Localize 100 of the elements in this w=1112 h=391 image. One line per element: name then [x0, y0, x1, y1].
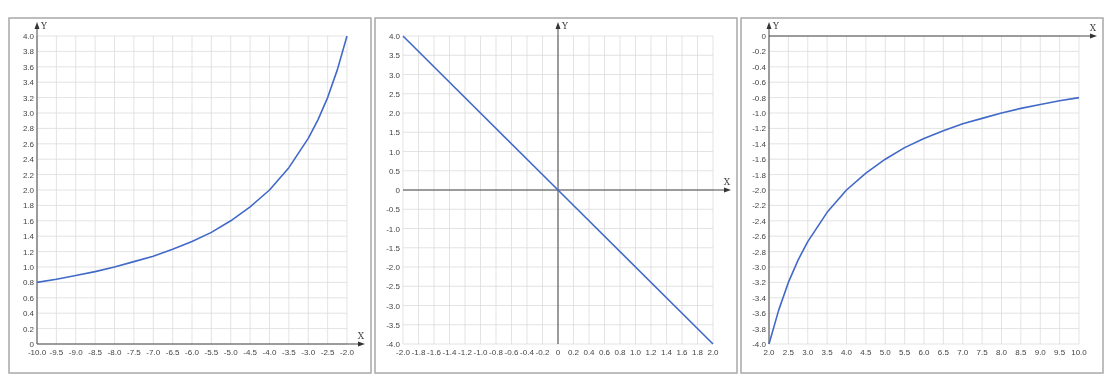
y-tick-label: 0: [761, 32, 767, 41]
y-tick-label: -0.2: [752, 47, 767, 57]
y-tick-label: -0.4: [752, 62, 767, 72]
x-tick-label: -5.5: [204, 348, 219, 357]
x-tick-label: -4.5: [243, 348, 258, 357]
y-tick-label: 0.8: [22, 278, 35, 288]
x-tick-label: 0.6: [598, 348, 611, 357]
y-tick-label: -1.5: [386, 243, 401, 253]
y-tick-label: 3.0: [22, 109, 35, 118]
y-tick-label: 2.6: [22, 139, 35, 149]
y-tick-label: 3.0: [388, 70, 401, 80]
x-tick-label: -10.0: [27, 348, 47, 357]
x-axis-title: X: [357, 331, 365, 341]
x-tick-label: -1.6: [427, 348, 442, 357]
y-tick-label: 1.4: [22, 232, 35, 242]
x-tick-label: -7.5: [126, 348, 142, 357]
x-tick-label: 2.0: [763, 348, 776, 357]
y-tick-label: 0: [395, 186, 401, 195]
x-tick-label: 2.5: [782, 348, 795, 357]
y-tick-label: 1.0: [22, 263, 35, 272]
x-tick-label: 4.5: [860, 348, 872, 357]
y-tick-label: -2.0: [752, 186, 767, 195]
x-tick-label: 8.5: [1015, 348, 1027, 357]
y-tick-label: 3.4: [22, 78, 35, 88]
y-tick-label: 0.5: [388, 166, 401, 176]
x-tick-label: 3.0: [802, 348, 814, 357]
y-axis-title: Y: [40, 21, 48, 31]
x-tick-label: -6.5: [165, 348, 181, 357]
y-tick-label: 3.5: [388, 51, 401, 61]
y-tick-label: 3.2: [22, 93, 35, 103]
y-tick-label: -4.0: [752, 340, 767, 349]
x-tick-label: -8.5: [88, 348, 103, 357]
y-tick-label: -3.4: [752, 293, 767, 303]
x-tick-label: -9.0: [68, 348, 84, 357]
y-tick-label: -1.6: [752, 155, 767, 165]
x-tick-label: -1.4: [442, 348, 457, 357]
x-tick-label: -1.2: [458, 348, 473, 357]
y-tick-label: 0: [29, 340, 35, 349]
y-tick-label: 1.2: [22, 247, 35, 257]
y-tick-label: 3.8: [22, 47, 35, 57]
x-tick-label: -3.5: [281, 348, 297, 357]
y-tick-label: 1.6: [22, 216, 35, 226]
x-tick-label: 1.6: [676, 348, 689, 357]
y-tick-label: -0.8: [752, 93, 767, 103]
y-tick-label: 2.0: [388, 109, 401, 118]
x-tick-label: 8.0: [995, 348, 1008, 357]
y-tick-label: 4.0: [388, 32, 401, 41]
x-tick-label: -4.0: [262, 348, 277, 357]
y-tick-label: -3.0: [752, 263, 767, 272]
y-tick-label: -2.5: [386, 282, 401, 292]
x-tick-label: -0.8: [489, 348, 504, 357]
x-tick-label: 9.0: [1034, 348, 1047, 357]
y-tick-label: 0.4: [22, 309, 35, 319]
y-tick-label: 4.0: [22, 32, 35, 41]
x-tick-label: -1.8: [411, 348, 426, 357]
y-tick-label: 2.2: [22, 170, 35, 180]
y-tick-label: -2.8: [752, 247, 767, 257]
x-tick-label: 1.8: [691, 348, 704, 357]
x-tick-label: 0.4: [583, 348, 596, 357]
y-tick-label: -1.0: [386, 224, 401, 234]
x-tick-label: 6.5: [937, 348, 950, 357]
y-tick-label: -1.4: [752, 139, 767, 149]
y-tick-label: 0.2: [22, 324, 35, 334]
y-tick-label: -3.5: [386, 320, 401, 330]
x-tick-label: 9.5: [1054, 348, 1066, 357]
y-tick-label: 1.0: [388, 147, 401, 157]
x-tick-label: 1.2: [645, 348, 658, 357]
y-tick-label: -2.4: [752, 216, 767, 226]
x-tick-label: -5.0: [223, 348, 239, 357]
y-tick-label: -2.2: [752, 201, 767, 211]
y-tick-label: -4.0: [386, 340, 401, 349]
x-tick-label: -0.2: [535, 348, 550, 357]
x-tick-label: -2.0: [340, 348, 355, 357]
x-tick-label: 0.2: [567, 348, 580, 357]
x-tick-label: 7.0: [957, 348, 969, 357]
y-tick-label: 2.4: [22, 155, 35, 165]
x-tick-label: 7.5: [976, 348, 989, 357]
y-tick-label: 1.5: [388, 128, 401, 138]
x-tick-label: -9.5: [49, 348, 64, 357]
y-tick-label: -3.8: [752, 324, 767, 334]
y-tick-label: -3.2: [752, 278, 767, 288]
y-tick-label: -1.2: [752, 124, 767, 134]
y-axis-title: Y: [561, 21, 569, 31]
x-tick-label: 0: [555, 348, 561, 357]
x-axis-title: X: [723, 177, 731, 187]
x-tick-label: -0.6: [504, 348, 519, 357]
x-tick-label: -7.0: [146, 348, 161, 357]
y-tick-label: 2.5: [388, 89, 401, 99]
y-tick-label: -3.0: [386, 301, 401, 311]
x-tick-label: -6.0: [185, 348, 200, 357]
y-tick-label: 2.8: [22, 124, 35, 134]
y-tick-label: 3.6: [22, 62, 35, 72]
x-tick-label: 6.0: [918, 348, 931, 357]
y-tick-label: 1.8: [22, 201, 35, 211]
x-tick-label: 2.0: [707, 348, 720, 357]
x-tick-label: 5.0: [879, 348, 892, 357]
x-tick-label: 5.5: [899, 348, 911, 357]
x-tick-label: -2.0: [396, 348, 411, 357]
y-tick-label: -3.6: [752, 309, 767, 319]
y-tick-label: -1.0: [752, 109, 767, 118]
